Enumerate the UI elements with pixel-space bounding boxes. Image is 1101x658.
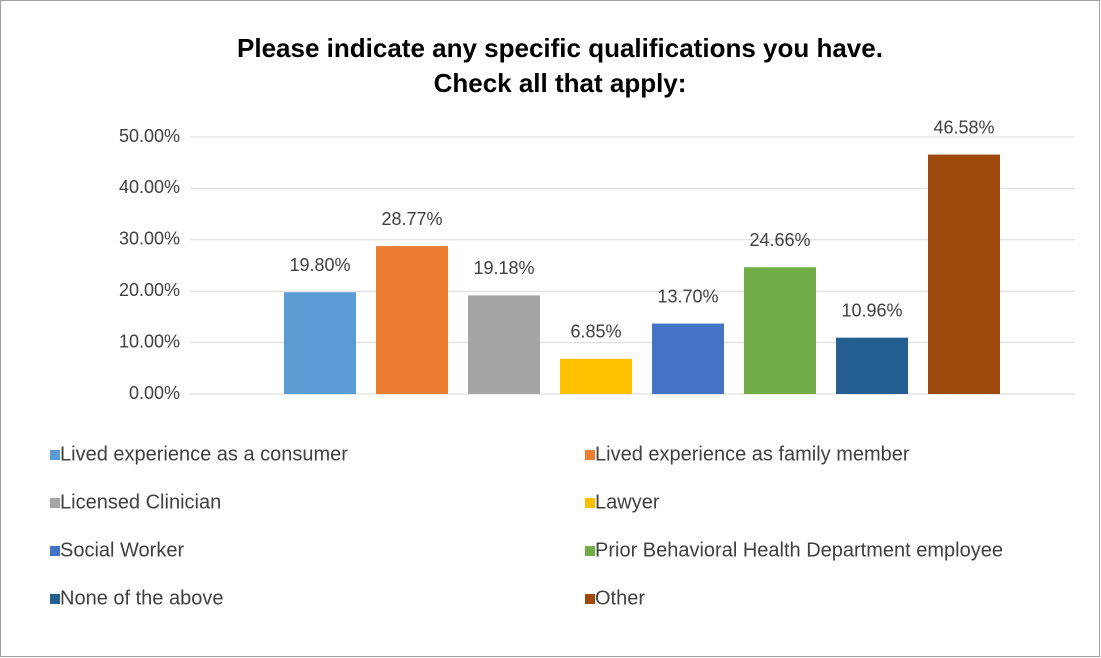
legend-swatch [585,498,595,508]
legend-label: Prior Behavioral Health Department emplo… [595,539,1003,561]
bar [744,267,816,394]
data-label: 13.70% [657,286,718,306]
y-tick-label: 40.00% [119,177,180,197]
bar [468,295,540,394]
legend-swatch [50,546,60,556]
data-label: 19.18% [473,258,534,278]
legend-label: Lived experience as family member [595,443,910,465]
data-label: 10.96% [841,300,902,320]
legend-label: Other [595,587,645,609]
chart-title: Check all that apply: [434,68,687,98]
y-tick-label: 50.00% [119,126,180,146]
legend-label: Licensed Clinician [60,491,221,513]
bar [376,246,448,394]
legend-swatch [50,498,60,508]
legend-label: Lawyer [595,491,660,513]
data-label: 24.66% [749,230,810,250]
chart-title: Please indicate any specific qualificati… [237,33,883,63]
bar [928,154,1000,394]
data-label: 6.85% [570,322,621,342]
bar [560,358,632,394]
legend-label: Social Worker [60,539,184,561]
y-tick-label: 10.00% [119,331,180,351]
y-tick-label: 30.00% [119,229,180,249]
legend-swatch [585,450,595,460]
data-label: 19.80% [289,255,350,275]
legend-swatch [50,450,60,460]
legend-label: None of the above [60,587,223,609]
data-label: 46.58% [933,117,994,137]
y-tick-label: 0.00% [129,383,180,403]
legend-swatch [585,594,595,604]
legend-label: Lived experience as a consumer [60,443,348,465]
bar [836,337,908,394]
y-tick-label: 20.00% [119,280,180,300]
bar [652,323,724,394]
legend-swatch [585,546,595,556]
legend-swatch [50,594,60,604]
data-label: 28.77% [381,209,442,229]
bar [284,292,356,394]
